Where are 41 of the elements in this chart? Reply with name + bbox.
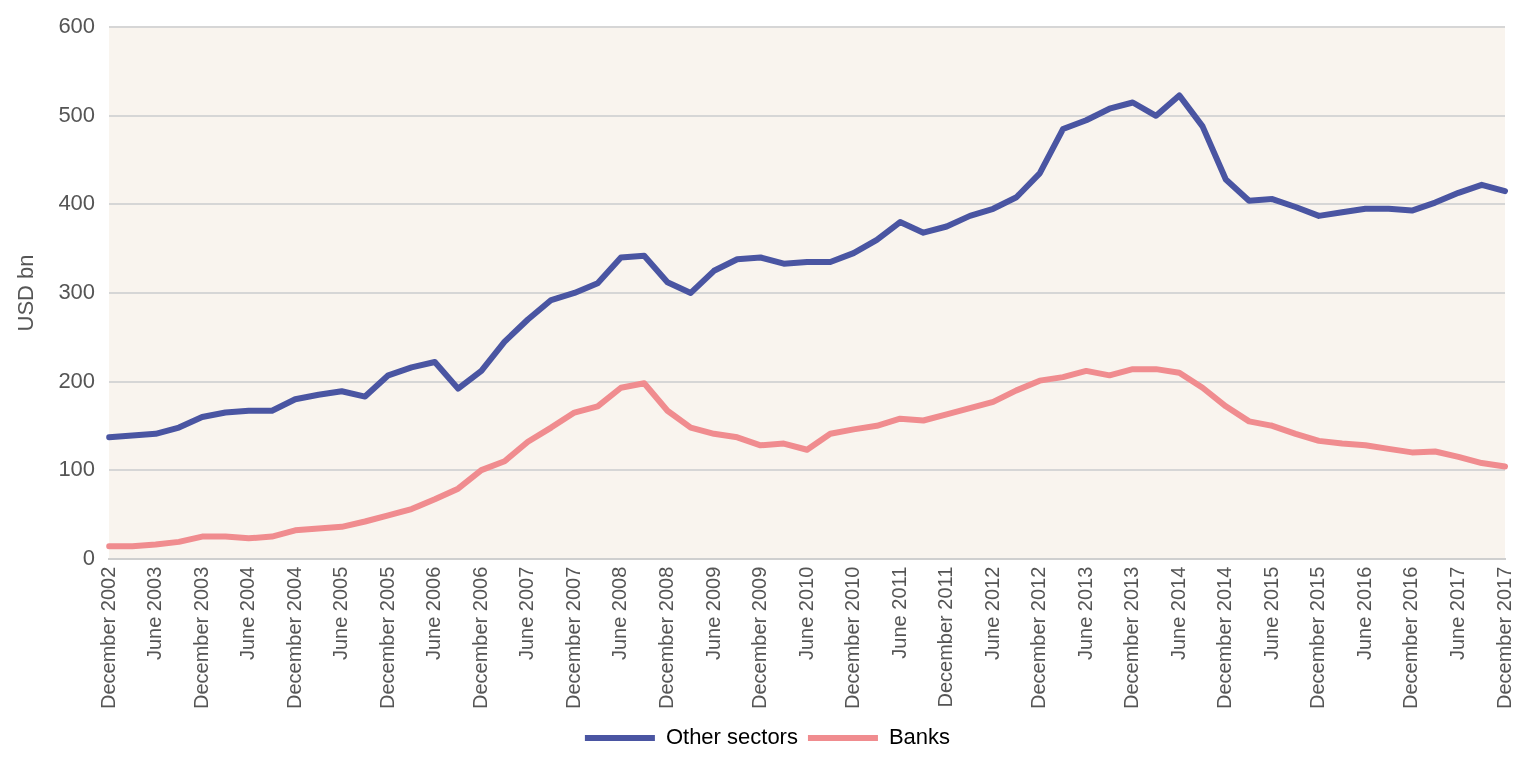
y-tick-label: 400 — [58, 190, 96, 216]
x-tick-label: June 2011 — [887, 566, 910, 659]
x-tick-label: June 2006 — [422, 566, 445, 661]
y-tick-label: 200 — [58, 367, 96, 393]
x-tick-label: June 2005 — [329, 566, 352, 661]
x-tick-label: December 2002 — [96, 566, 119, 710]
x-tick-label: December 2017 — [1492, 566, 1515, 710]
x-tick-label: December 2015 — [1306, 566, 1329, 710]
y-tick-label: 500 — [58, 101, 96, 127]
x-tick-label: June 2013 — [1073, 566, 1096, 661]
x-tick-label: June 2004 — [236, 566, 259, 661]
x-tick-label: December 2016 — [1399, 566, 1422, 710]
x-tick-label: June 2010 — [794, 566, 817, 661]
y-tick-label: 600 — [58, 13, 96, 39]
x-tick-label: December 2005 — [375, 566, 398, 710]
x-tick-label: December 2013 — [1120, 566, 1143, 710]
x-tick-label: December 2007 — [561, 566, 584, 710]
x-tick-label: June 2015 — [1259, 566, 1282, 661]
y-tick-label: 300 — [58, 279, 96, 305]
x-tick-label: December 2008 — [654, 566, 677, 710]
x-tick-label: December 2004 — [282, 566, 305, 710]
x-tick-label: December 2003 — [189, 566, 212, 710]
legend-label: Other sectors — [665, 724, 798, 750]
x-tick-label: December 2011 — [934, 566, 957, 708]
x-tick-label: June 2012 — [980, 566, 1003, 661]
x-tick-label: June 2003 — [143, 566, 166, 661]
x-tick-label: December 2006 — [468, 566, 491, 710]
legend-label: Banks — [888, 724, 951, 750]
x-tick-label: June 2016 — [1352, 566, 1375, 661]
x-tick-label: June 2009 — [701, 566, 724, 661]
y-tick-label: 100 — [58, 456, 96, 482]
x-tick-label: June 2007 — [515, 566, 538, 661]
x-tick-label: June 2014 — [1166, 566, 1189, 661]
y-tick-label: 0 — [82, 544, 96, 570]
x-tick-label: June 2008 — [608, 566, 631, 661]
x-tick-label: December 2014 — [1213, 566, 1236, 710]
y-axis-title: USD bn — [13, 254, 39, 332]
x-tick-label: June 2017 — [1445, 566, 1468, 661]
x-tick-label: December 2009 — [748, 566, 771, 710]
x-tick-label: December 2012 — [1027, 566, 1050, 710]
x-tick-label: December 2010 — [841, 566, 864, 710]
